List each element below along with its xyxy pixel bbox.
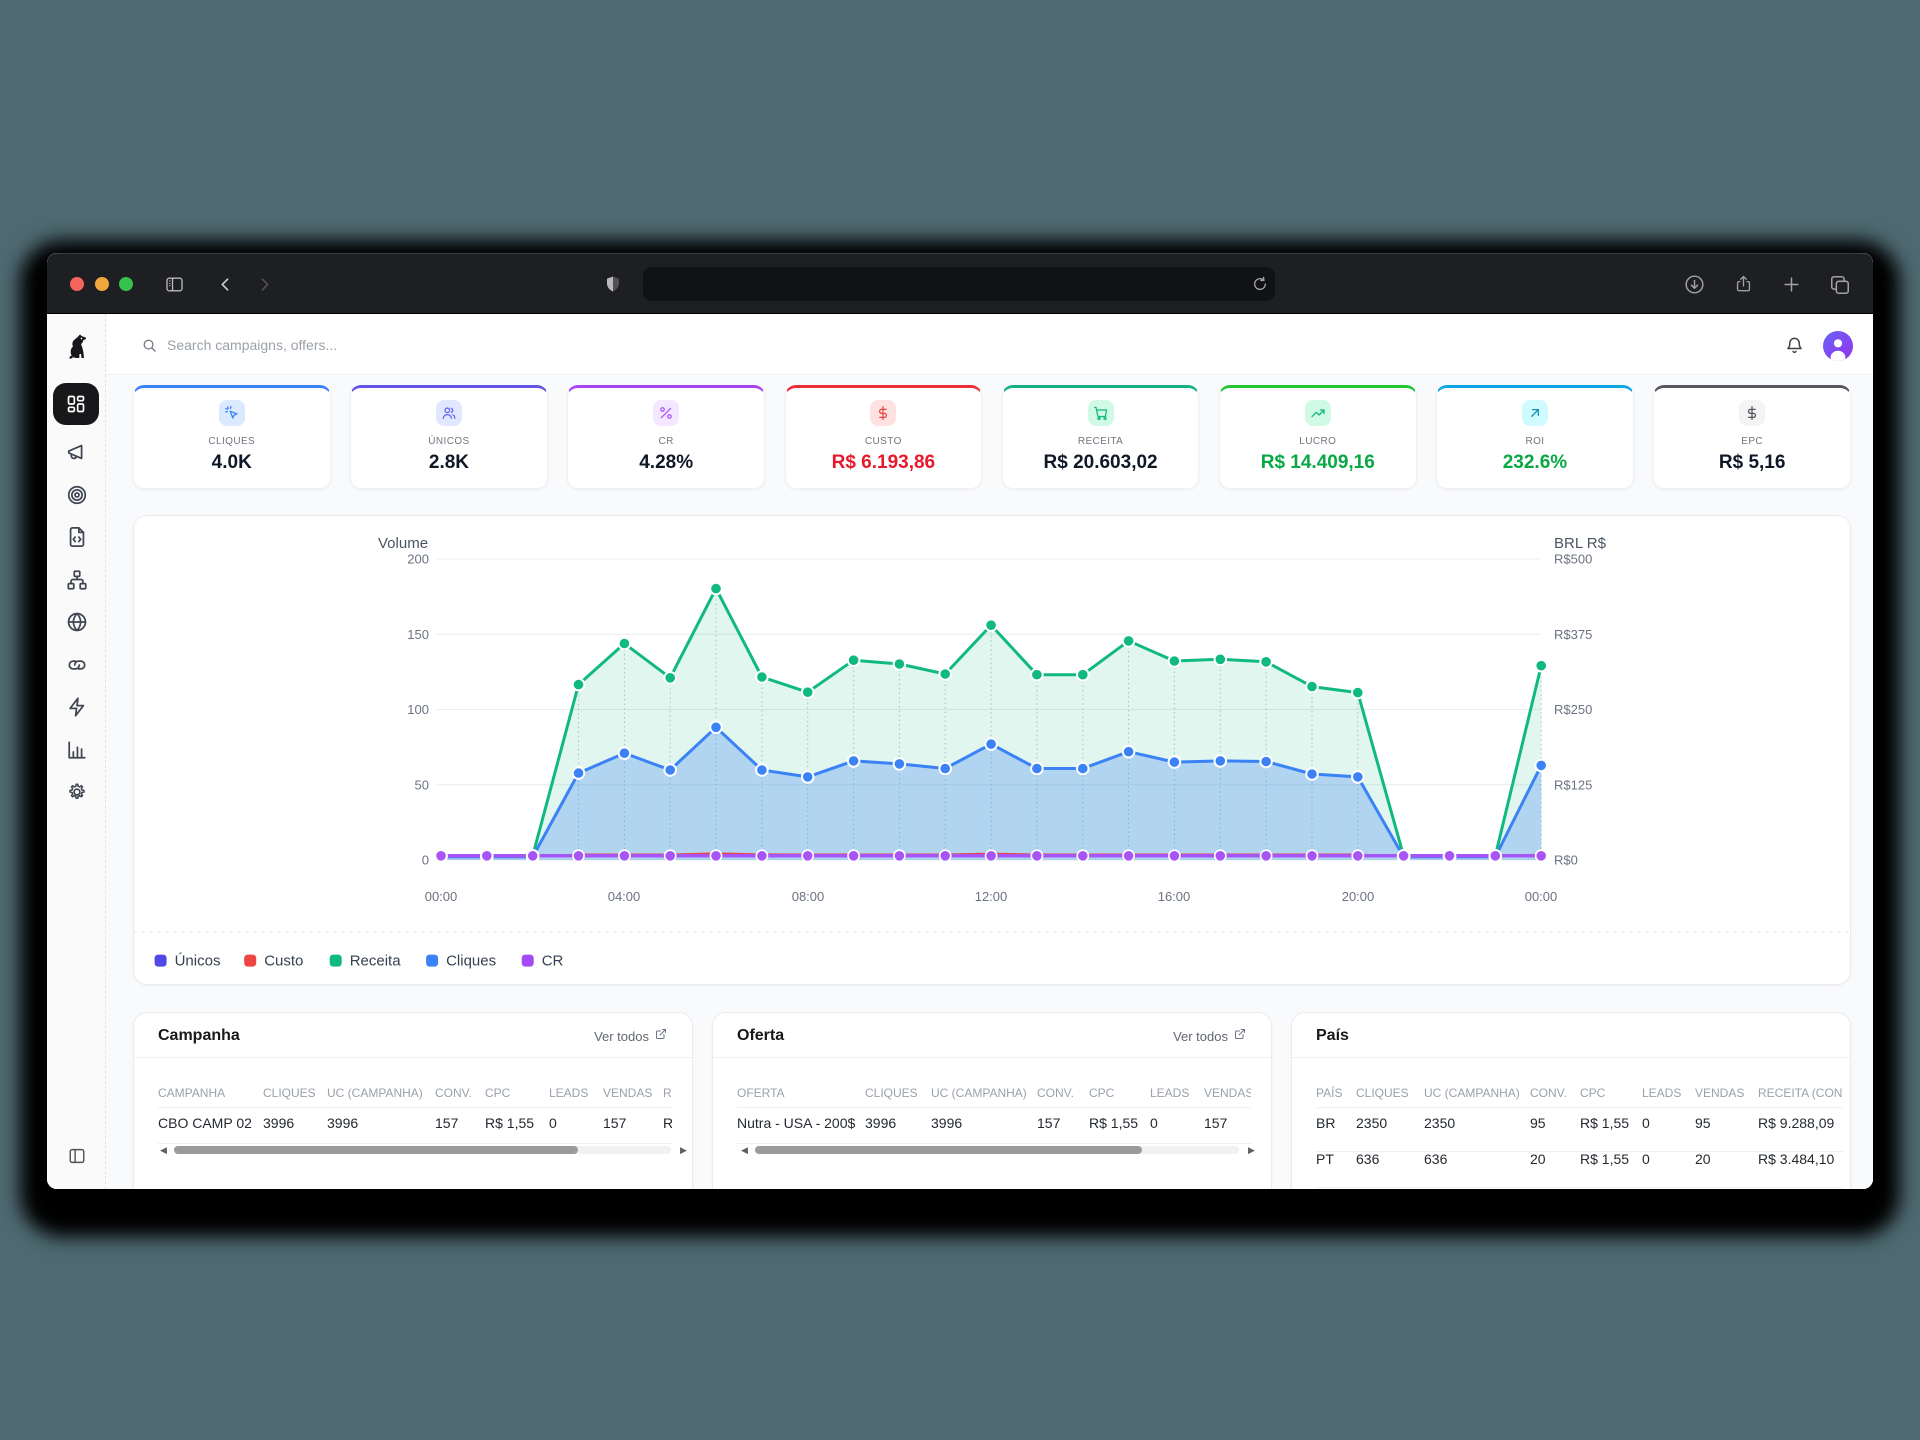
- svg-text:BRL R$: BRL R$: [1554, 535, 1607, 552]
- svg-text:50: 50: [415, 777, 429, 792]
- svg-text:R$250: R$250: [1554, 702, 1592, 717]
- svg-text:100: 100: [407, 702, 429, 717]
- svg-text:Custo: Custo: [264, 953, 303, 970]
- svg-text:04:00: 04:00: [608, 889, 641, 904]
- svg-text:08:00: 08:00: [792, 889, 825, 904]
- svg-text:Únicos: Únicos: [175, 953, 221, 970]
- svg-text:R$500: R$500: [1554, 552, 1592, 567]
- svg-text:200: 200: [407, 552, 429, 567]
- svg-text:00:00: 00:00: [425, 889, 458, 904]
- svg-text:Receita: Receita: [350, 953, 402, 970]
- svg-text:150: 150: [407, 627, 429, 642]
- svg-text:CR: CR: [542, 953, 564, 970]
- svg-text:20:00: 20:00: [1342, 889, 1375, 904]
- svg-text:00:00: 00:00: [1525, 889, 1558, 904]
- svg-text:16:00: 16:00: [1158, 889, 1191, 904]
- svg-text:R$0: R$0: [1554, 853, 1578, 868]
- svg-text:12:00: 12:00: [975, 889, 1008, 904]
- svg-text:R$125: R$125: [1554, 777, 1592, 792]
- svg-text:R$375: R$375: [1554, 627, 1592, 642]
- svg-text:0: 0: [422, 853, 429, 868]
- svg-text:Volume: Volume: [378, 535, 428, 552]
- svg-text:Cliques: Cliques: [446, 953, 496, 970]
